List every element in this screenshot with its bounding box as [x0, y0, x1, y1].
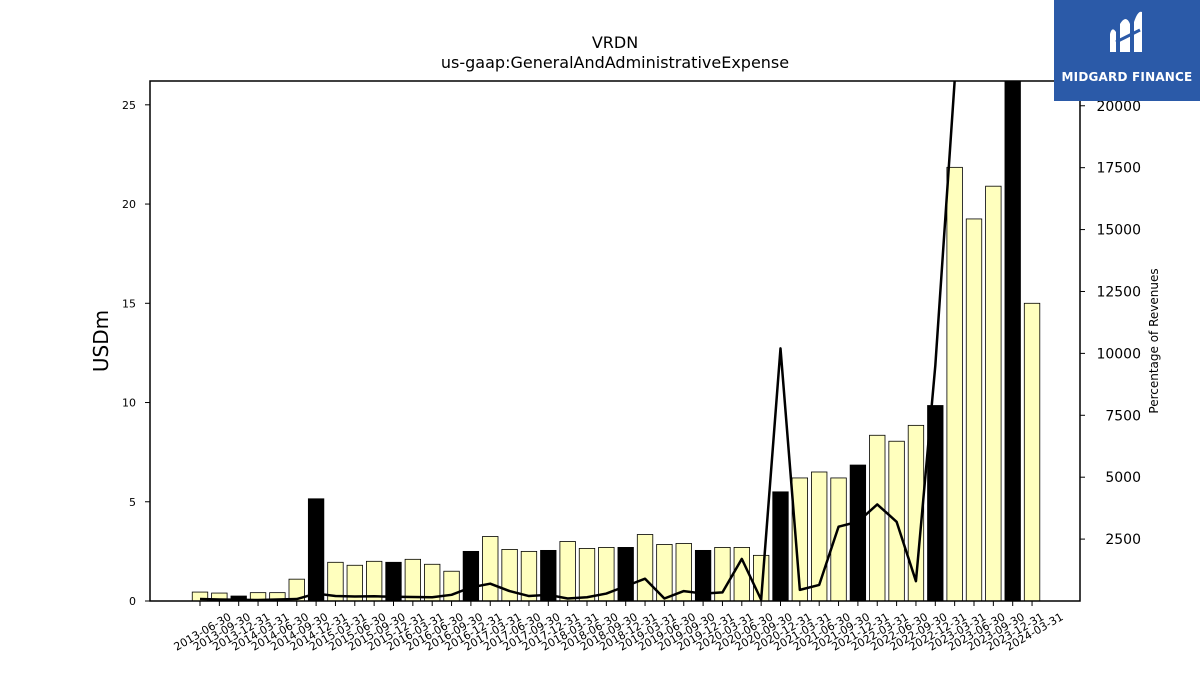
- bar: [617, 547, 634, 601]
- y2-tick-label: 17500: [1096, 161, 1141, 177]
- bar: [307, 498, 325, 601]
- bar: [501, 549, 518, 601]
- y2-tick-label: 5000: [1105, 470, 1141, 486]
- y-axis-label: USDm: [89, 310, 113, 372]
- y2-tick-label: 10000: [1096, 346, 1141, 362]
- y2-tick-label: 20000: [1096, 99, 1141, 115]
- y2-tick-label: 15000: [1096, 223, 1141, 239]
- bar: [636, 534, 654, 601]
- y2-tick-label: 7500: [1105, 408, 1141, 424]
- bar: [849, 464, 867, 601]
- bar: [578, 548, 596, 601]
- midgard-finance-logo: MIDGARD FINANCE: [1054, 0, 1200, 101]
- bar: [965, 218, 983, 601]
- y2-ticks-group: 2500 5000 7500 10000 12500 15000 17500 20000: [1080, 99, 1141, 548]
- bar: [656, 544, 673, 601]
- bar: [191, 591, 209, 601]
- bar: [346, 564, 363, 601]
- y-ticks-group: 0 5 10 15 20 25: [122, 99, 150, 608]
- y2-tick-label: 12500: [1096, 284, 1141, 300]
- bar: [424, 563, 441, 601]
- bar: [1004, 81, 1021, 601]
- y-tick-label: 10: [122, 397, 136, 410]
- bar: [946, 166, 963, 601]
- y2-axis-label: Percentage of Revenues: [1147, 268, 1161, 413]
- bar: [404, 558, 422, 601]
- chart-subtitle: us-gaap:GeneralAndAdministrativeExpense: [441, 53, 789, 72]
- bar: [907, 424, 925, 601]
- bar: [830, 477, 847, 601]
- plot-frame: [149, 80, 1081, 602]
- bar: [1023, 302, 1041, 601]
- bar: [733, 547, 750, 601]
- bar: [791, 477, 808, 601]
- percentage-line: [199, 81, 956, 601]
- bar: [482, 536, 499, 601]
- bar: [694, 549, 712, 601]
- y-tick-label: 5: [129, 496, 136, 509]
- bar: [559, 541, 576, 601]
- chart-title: VRDN: [592, 33, 638, 52]
- x-ticks-group: 2013-06-302013-09-302013-12-312014-03-31…: [172, 601, 1066, 654]
- line-group: [199, 81, 956, 601]
- bar: [462, 550, 480, 601]
- y-tick-label: 0: [129, 595, 136, 608]
- y-tick-label: 25: [122, 99, 136, 112]
- midgard-logo-icon: [1110, 11, 1142, 52]
- logo-text: MIDGARD FINANCE: [1061, 70, 1193, 84]
- y-tick-label: 20: [122, 198, 136, 211]
- bars-group: [191, 81, 1041, 601]
- bar: [520, 550, 538, 601]
- bar: [385, 561, 402, 601]
- bar: [772, 491, 789, 601]
- bar: [927, 405, 944, 601]
- bar: [365, 560, 383, 601]
- bar: [869, 434, 886, 601]
- y2-tick-label: 2500: [1105, 532, 1141, 548]
- bar: [540, 549, 557, 601]
- y-tick-label: 15: [122, 297, 136, 310]
- bar: [675, 543, 692, 601]
- bar: [985, 185, 1002, 601]
